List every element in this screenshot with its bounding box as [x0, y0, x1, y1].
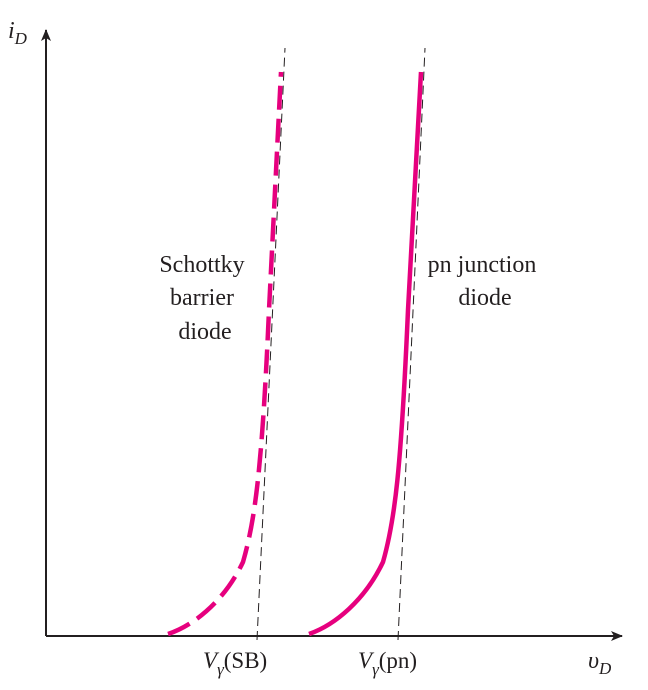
y-axis-label: iD	[8, 18, 28, 48]
pn-junction-diode-curve	[308, 71, 424, 637]
pn-junction-label: pn junction diode	[428, 252, 543, 311]
schottky-tangent-line	[256, 47, 286, 641]
pn-tangent-line	[397, 47, 426, 641]
vgamma-sb-tick-label: Vγ(SB)	[203, 648, 267, 679]
x-axis-label: υD	[588, 648, 612, 678]
schottky-diode-curve	[167, 71, 284, 637]
schottky-label: Schottky barrier diode	[159, 252, 250, 345]
vgamma-pn-tick-label: Vγ(pn)	[358, 648, 417, 679]
